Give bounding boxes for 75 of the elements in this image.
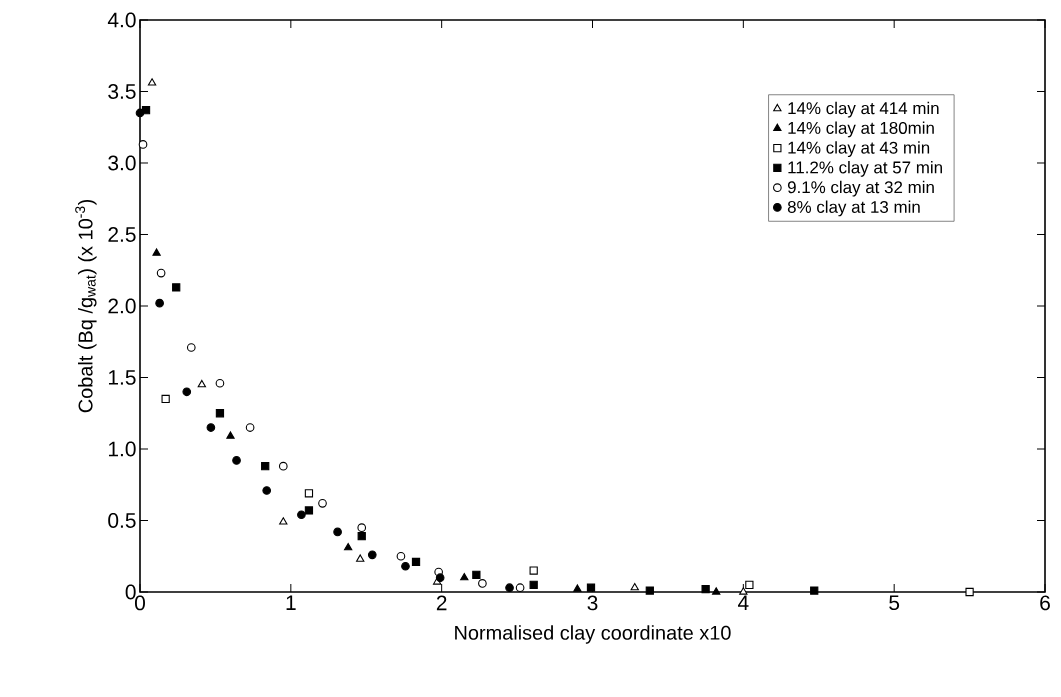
x-axis-title: Normalised clay coordinate x10 — [455, 625, 731, 644]
y-tick-label: 2.0 — [108, 298, 136, 314]
point — [435, 573, 445, 583]
y-tick-label: 0.5 — [108, 513, 136, 528]
x-tick-label: 1 — [286, 595, 296, 610]
point — [573, 584, 582, 592]
point — [156, 268, 166, 278]
y-tick-label: 1.5 — [108, 370, 136, 385]
y-tick-label: 3.5 — [108, 84, 136, 99]
legend-label: 8% clay at 13 min — [787, 200, 920, 217]
point — [318, 499, 327, 508]
point — [245, 423, 255, 432]
point — [152, 248, 161, 256]
point — [186, 343, 196, 352]
point — [529, 566, 538, 575]
point — [472, 570, 481, 579]
point — [279, 517, 288, 525]
x-tick-label: 6 — [1040, 595, 1050, 611]
point — [367, 550, 377, 560]
point — [356, 554, 365, 562]
point — [505, 583, 514, 593]
point — [304, 506, 314, 515]
point — [645, 586, 654, 595]
x-tick-label: 4 — [738, 595, 749, 610]
point — [515, 583, 525, 593]
point — [135, 108, 145, 118]
point — [147, 78, 157, 86]
point — [745, 580, 754, 589]
point — [478, 579, 487, 588]
point — [161, 394, 170, 404]
legend-label: 11.2% clay at 57 min — [788, 161, 942, 177]
point — [396, 551, 406, 561]
point — [357, 523, 367, 532]
point — [206, 423, 216, 432]
point — [261, 462, 270, 471]
point — [226, 431, 235, 439]
point — [333, 527, 342, 537]
x-tick-label: 2 — [436, 595, 447, 611]
point — [460, 572, 469, 581]
point — [138, 140, 148, 149]
point — [197, 379, 207, 388]
y-tick-label: 4.0 — [107, 12, 136, 28]
y-tick-label: 0 — [125, 584, 136, 600]
point — [965, 587, 974, 597]
point — [215, 409, 225, 418]
legend-label: 9.1% clay at 32 min — [787, 180, 934, 197]
point — [357, 532, 366, 541]
point — [343, 542, 353, 551]
point — [810, 586, 819, 595]
x-tick-label: 3 — [587, 595, 598, 611]
legend-label: 14% clay at 180min — [788, 121, 934, 138]
legend-label: 14% clay at 43 min — [788, 141, 930, 158]
point — [182, 387, 192, 397]
legend-label: 14% clay at 414 min — [788, 101, 939, 118]
point — [701, 585, 710, 594]
point — [401, 561, 410, 571]
point — [172, 283, 181, 292]
y-tick-label: 3.0 — [108, 155, 136, 171]
point — [155, 298, 164, 308]
x-tick-label: 5 — [889, 595, 900, 611]
point — [586, 583, 596, 592]
point — [712, 587, 721, 595]
point — [232, 456, 241, 465]
y-tick-label: 2.5 — [108, 227, 136, 242]
point — [630, 582, 639, 591]
point — [529, 580, 538, 589]
point — [411, 557, 421, 567]
point — [215, 378, 225, 388]
point — [262, 486, 272, 495]
point — [304, 489, 314, 498]
point — [739, 587, 748, 595]
point — [297, 510, 306, 520]
y-axis-title: Cobalt (Bq /g$_{wat}$) (x 10$^{-3}$) — [75, 199, 97, 413]
y-tick-label: 1.0 — [108, 441, 136, 457]
point — [278, 461, 288, 471]
